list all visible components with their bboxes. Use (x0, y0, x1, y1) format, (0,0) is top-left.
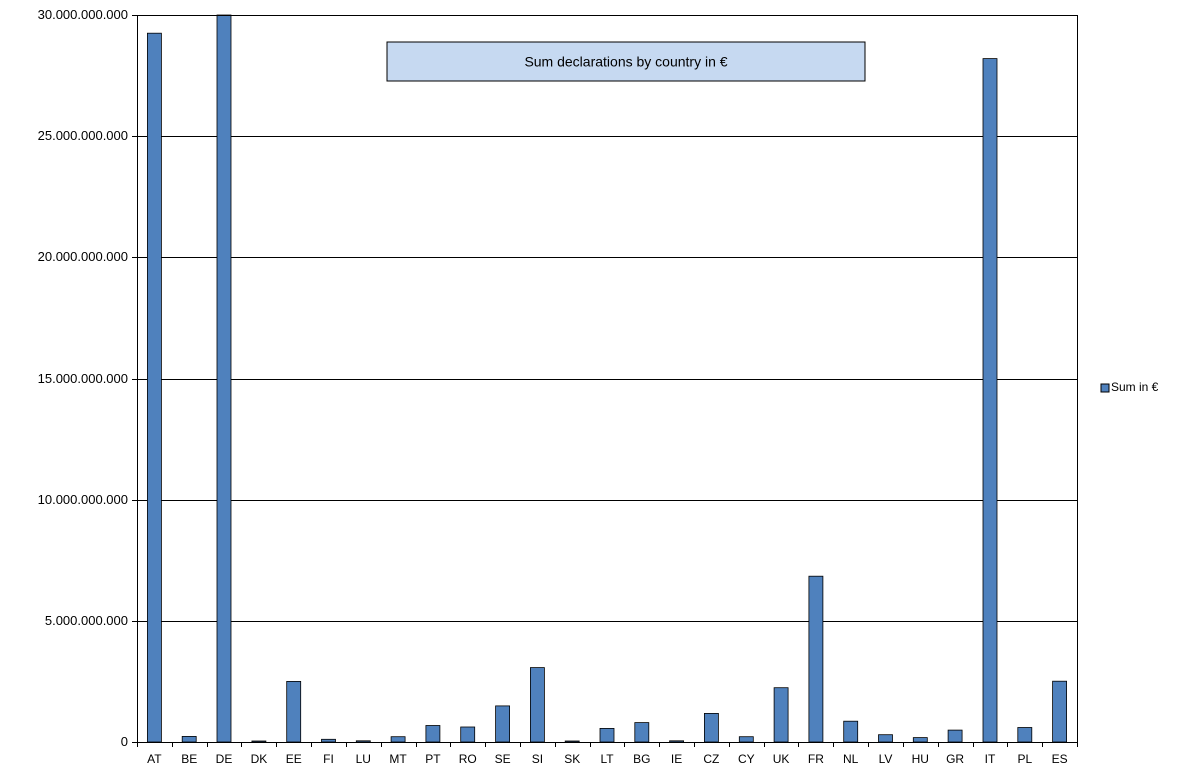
bar-dk (251, 740, 267, 743)
bar-ro (460, 726, 476, 743)
bar-sk (564, 740, 580, 743)
x-tick-label: SE (495, 752, 511, 766)
y-tick-label: 10.000.000.000 (38, 492, 128, 507)
x-tick-label: ES (1052, 752, 1068, 766)
y-tick-label: 20.000.000.000 (38, 249, 128, 264)
bar-cz (704, 713, 719, 743)
bar-cy (738, 736, 754, 743)
x-tick-label: EE (286, 752, 302, 766)
x-tick-label: BE (181, 752, 197, 766)
x-tick-label: LU (356, 752, 371, 766)
bar-se (495, 705, 511, 743)
x-tick-label: CY (738, 752, 755, 766)
grid-lines (137, 15, 1077, 622)
x-tick-label: SK (564, 752, 580, 766)
x-tick-label: BG (633, 752, 650, 766)
bar-be (181, 736, 197, 743)
x-tick-label: IT (985, 752, 996, 766)
bar-lv (878, 734, 893, 743)
bar-ie (669, 740, 684, 743)
x-tick-label: NL (843, 752, 859, 766)
y-tick-labels: 0 5.000.000.000 10.000.000.000 15.000.000.0… (38, 7, 128, 749)
legend-label: Sum in € (1111, 380, 1159, 394)
y-tick-label: 0 (121, 734, 128, 749)
x-tick-labels: AT BE DE DK EE FI LU MT PT RO SE SI SK LT BG IE CZ CY UK FR… (147, 752, 1067, 766)
x-tick-label: FR (808, 752, 824, 766)
x-tick-label: IE (671, 752, 682, 766)
bar-de (216, 14, 232, 743)
bar-uk (773, 687, 789, 743)
x-tick-label: RO (459, 752, 477, 766)
x-tick-label: AT (147, 752, 162, 766)
bar-fi (321, 738, 336, 743)
bar-hu (912, 737, 928, 743)
legend: Sum in € (1100, 380, 1159, 394)
bar-nl (843, 720, 859, 743)
x-tick-label: CZ (703, 752, 719, 766)
x-tick-label: FI (323, 752, 334, 766)
chart-title-box: Sum declarations by country in € (386, 41, 866, 82)
bar-bg (634, 722, 650, 743)
x-tick-label: UK (773, 752, 790, 766)
x-tick-label: PT (425, 752, 441, 766)
bar-gr (947, 729, 963, 743)
bars (146, 14, 1067, 743)
y-tick-label: 15.000.000.000 (38, 371, 128, 386)
plot-area-border (137, 15, 1078, 743)
axes (132, 15, 1078, 747)
bar-si (530, 667, 545, 743)
x-tick-label: HU (912, 752, 929, 766)
x-tick-label: SI (532, 752, 543, 766)
chart-title-background (386, 41, 866, 82)
bar-mt (390, 736, 406, 743)
bar-es (1052, 680, 1067, 743)
bar-lu (355, 740, 371, 743)
legend-swatch (1100, 383, 1110, 393)
bar-fr (808, 575, 824, 743)
x-tick-label: MT (389, 752, 407, 766)
x-tick-label: LT (600, 752, 614, 766)
bar-it (982, 58, 998, 743)
bar-ee (286, 681, 302, 743)
bar-pt (425, 725, 441, 743)
bar-at (146, 32, 162, 743)
x-tick-label: DK (251, 752, 268, 766)
y-tick-label: 30.000.000.000 (38, 7, 128, 22)
chart-title: Sum declarations by country in € (524, 54, 727, 70)
x-tick-label: LV (879, 752, 893, 766)
bar-lt (599, 728, 615, 743)
bar-pl (1017, 727, 1033, 743)
y-tick-label: 25.000.000.000 (38, 128, 128, 143)
x-tick-label: PL (1017, 752, 1032, 766)
y-tick-label: 5.000.000.000 (45, 613, 128, 628)
x-tick-label: DE (216, 752, 233, 766)
x-tick-label: GR (946, 752, 964, 766)
